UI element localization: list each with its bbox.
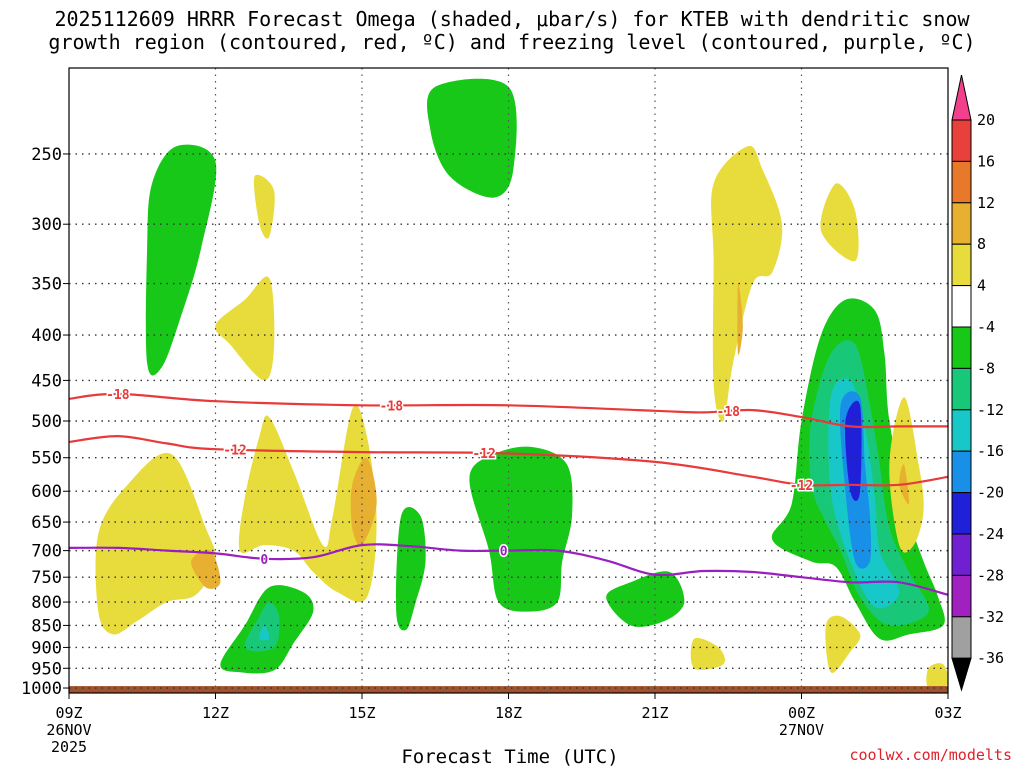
- colorbar-label-7: -12: [977, 401, 1004, 419]
- omega-region-9: [244, 602, 280, 652]
- contour-label-2-0: 0: [260, 553, 268, 568]
- omega-region-24: [825, 615, 861, 673]
- omega-region-12: [469, 446, 573, 612]
- colorbar-label-2: 12: [977, 194, 995, 212]
- colorbar-segment-7: [951, 367, 972, 411]
- colorbar-label-5: -4: [977, 318, 995, 336]
- x-tick-label-6-0: 03Z: [934, 704, 961, 722]
- source-credit: coolwx.com/modelts: [849, 746, 1012, 764]
- title-line-1: 2025112609 HRRR Forecast Omega (shaded, …: [54, 7, 970, 31]
- colorbar-segment-3: [951, 202, 972, 245]
- contour-line-0: [69, 392, 948, 429]
- title-line-2: growth region (contoured, red, ºC) and f…: [48, 30, 976, 54]
- omega-region-14: [711, 145, 783, 422]
- omega-region-0: [145, 144, 217, 376]
- x-tick-label-1-0: 12Z: [202, 704, 229, 722]
- colorbar: 20 16 12 8 4 -4 -8 -12 -16 -20 -24 -28 -32 -36: [951, 74, 1004, 692]
- y-tick-label-15: 1000: [21, 679, 62, 699]
- omega-region-22: [889, 397, 924, 553]
- omega-region-2: [215, 276, 275, 381]
- omega-region-25: [690, 637, 726, 670]
- colorbar-label-9: -20: [977, 484, 1004, 502]
- y-tick-label-1: 300: [31, 215, 62, 235]
- colorbar-label-8: -16: [977, 442, 1004, 460]
- y-tick-label-2: 350: [31, 275, 62, 295]
- x-tick-label-4-0: 21Z: [641, 704, 668, 722]
- y-tick-label-7: 600: [31, 482, 62, 502]
- colorbar-segment-12: [951, 574, 972, 618]
- colorbar-segment-6: [951, 326, 972, 369]
- colorbar-label-11: -28: [977, 566, 1004, 584]
- contour-label-0-2: -18: [717, 405, 741, 420]
- y-tick-label-5: 500: [31, 412, 62, 432]
- omega-region-6: [238, 405, 377, 603]
- colorbar-segment-9: [951, 450, 972, 494]
- omega-region-3: [426, 78, 517, 198]
- contour-label-1-1: -12: [472, 447, 495, 462]
- contour-line-layer: -18 -18 -18 -12 -12 -12 0 0: [69, 386, 948, 596]
- colorbar-segment-1: [951, 119, 972, 162]
- colorbar-label-12: -32: [977, 608, 1004, 626]
- omega-region-11: [396, 507, 426, 631]
- x-axis-title: Forecast Time (UTC): [401, 746, 619, 768]
- omega-region-16: [820, 183, 859, 262]
- colorbar-segment-8: [951, 409, 972, 452]
- y-tick-label-12: 850: [31, 616, 62, 636]
- x-tick-label-0-0: 09Z: [55, 704, 82, 722]
- colorbar-segment-10: [951, 492, 972, 535]
- colorbar-label-13: -36: [977, 649, 1004, 667]
- omega-region-13: [606, 571, 685, 627]
- omega-region-4: [95, 452, 216, 635]
- y-tick-label-0: 250: [31, 145, 62, 165]
- chart-title: 2025112609 HRRR Forecast Omega (shaded, …: [0, 8, 1024, 54]
- omega-region-26: [926, 663, 948, 690]
- surface-terrain: [69, 686, 948, 693]
- contour-line-2: [69, 543, 948, 596]
- contour-label-0-0: -18: [106, 388, 130, 403]
- y-tick-label-8: 650: [31, 513, 62, 533]
- y-axis: 2503003504004505005506006507007508008509…: [21, 145, 69, 699]
- colorbar-segment-4: [951, 243, 972, 287]
- colorbar-segment-5: [951, 285, 972, 328]
- y-tick-label-9: 700: [31, 542, 62, 562]
- x-tick-label-2-0: 15Z: [348, 704, 375, 722]
- colorbar-label-0: 20: [977, 111, 995, 129]
- colorbar-label-10: -24: [977, 525, 1004, 543]
- contour-label-1-2: -12: [790, 479, 813, 494]
- omega-region-1: [253, 174, 275, 239]
- colorbar-bottom-arrow: [951, 657, 972, 692]
- omega-region-10: [259, 625, 270, 641]
- colorbar-label-4: 4: [977, 277, 986, 295]
- grid-layer: [69, 68, 948, 693]
- contour-line-1: [69, 434, 948, 487]
- colorbar-label-1: 16: [977, 152, 995, 170]
- colorbar-segment-13: [951, 616, 972, 659]
- colorbar-segment-2: [951, 160, 972, 204]
- colorbar-label-3: 8: [977, 235, 986, 253]
- omega-region-5: [191, 549, 221, 589]
- y-tick-label-10: 750: [31, 568, 62, 588]
- colorbar-label-6: -8: [977, 359, 995, 377]
- omega-shading-layer: [69, 78, 948, 693]
- y-tick-label-3: 400: [31, 326, 62, 346]
- x-tick-label-3-0: 18Z: [495, 704, 522, 722]
- y-tick-label-11: 800: [31, 593, 62, 613]
- contour-label-2-1: 0: [500, 545, 508, 560]
- colorbar-top-arrow: [951, 74, 972, 121]
- y-tick-label-4: 450: [31, 371, 62, 391]
- y-tick-label-14: 950: [31, 659, 62, 679]
- y-tick-label-6: 550: [31, 449, 62, 469]
- y-tick-label-13: 900: [31, 638, 62, 658]
- x-tick-label-0-2: 2025: [51, 738, 87, 756]
- contour-label-1-0: -12: [223, 444, 246, 459]
- x-tick-label-5-0: 00Z: [788, 704, 815, 722]
- colorbar-segment-11: [951, 533, 972, 576]
- contour-label-0-1: -18: [380, 399, 404, 414]
- omega-region-7: [350, 457, 377, 546]
- omega-region-15: [737, 283, 743, 356]
- x-tick-label-0-1: 26NOV: [46, 721, 91, 739]
- x-tick-label-5-1: 27NOV: [779, 721, 824, 739]
